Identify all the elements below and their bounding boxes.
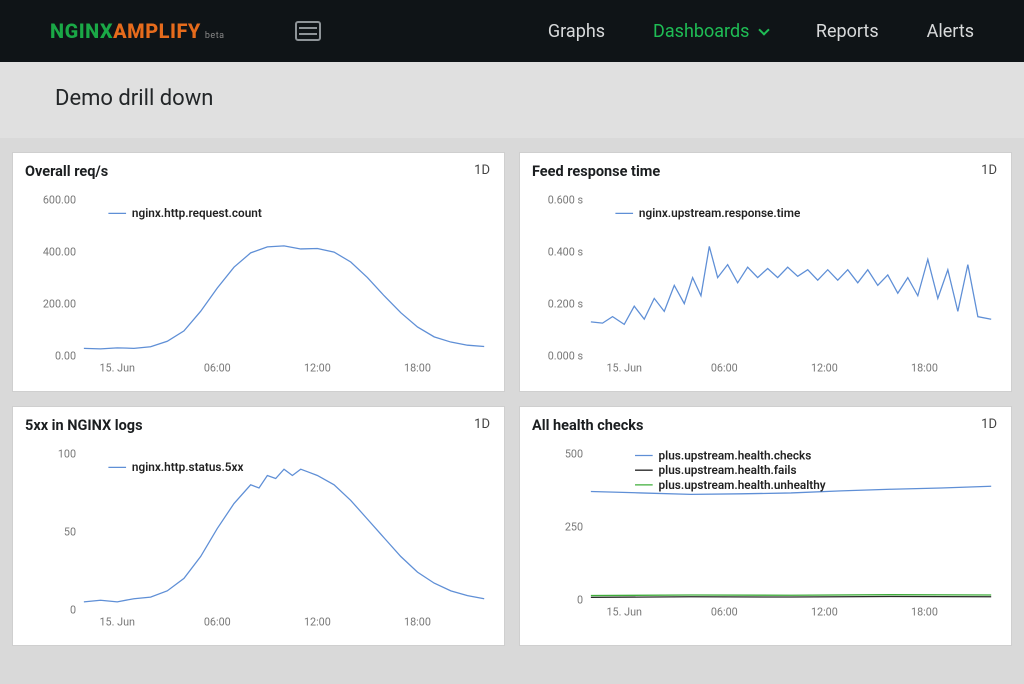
series-plus.upstream.health.fails [591,596,991,597]
svg-text:18:00: 18:00 [404,615,431,628]
timeframe-chip[interactable]: 1D [474,163,490,178]
svg-text:12:00: 12:00 [304,361,331,374]
nav-dashboards[interactable]: Dashboards [653,21,768,42]
brand-part1: NGINX [50,19,113,43]
svg-text:200.00: 200.00 [43,298,76,311]
timeframe-chip[interactable]: 1D [981,417,997,432]
brand-part2: AMPLIFY [113,19,201,43]
legend-label: plus.upstream.health.unhealthy [659,478,826,492]
brand-beta-badge: beta [205,31,225,41]
main-nav: Graphs Dashboards Reports Alerts [548,21,974,42]
svg-text:12:00: 12:00 [304,615,331,628]
svg-text:400.00: 400.00 [43,246,76,259]
series-plus.upstream.health.unhealthy [591,595,991,596]
nav-reports[interactable]: Reports [816,21,879,42]
svg-text:15. Jun: 15. Jun [606,605,642,618]
svg-text:0.200 s: 0.200 s [548,298,584,311]
svg-text:0.00: 0.00 [55,350,76,363]
chart-five_xx: 0 50 100 15. Jun 06:00 12:00 18:00 nginx.http.s… [25,434,494,639]
chart-feed_rt: 0.000 s 0.200 s 0.400 s 0.600 s 15. Jun 06:00… [532,180,1001,385]
svg-text:0: 0 [577,594,583,607]
svg-text:15. Jun: 15. Jun [99,615,135,628]
brand-logo: NGINX AMPLIFY beta [50,19,225,43]
card-feed-response-time: Feed response time1D 0.000 s 0.200 s 0.400 … [519,152,1012,392]
svg-text:06:00: 06:00 [711,361,738,374]
series-nginx.http.request.count [84,246,484,349]
dashboard-grid: Overall req/s1D0.00200.00400.00600.0015.… [0,138,1024,660]
svg-text:15. Jun: 15. Jun [606,361,642,374]
svg-text:18:00: 18:00 [911,605,938,618]
chart-title: Feed response time [532,163,1001,180]
svg-text:100: 100 [58,448,76,461]
svg-text:0.400 s: 0.400 s [548,246,584,259]
svg-text:0.600 s: 0.600 s [548,194,584,207]
chart-overall_req: 0.00 200.00 400.00 600.00 15. Jun 06:00 12:00 1… [25,180,494,385]
legend-label: nginx.http.request.count [132,206,262,220]
svg-text:250: 250 [565,521,583,534]
card-5xx-logs: 5xx in NGINX logs1D 0 50 100 15. Jun 06:00 12:… [12,406,505,646]
legend-label: nginx.http.status.5xx [132,460,244,474]
legend-label: plus.upstream.health.fails [659,463,797,477]
nav-alerts[interactable]: Alerts [927,21,974,42]
card-overall-req: Overall req/s1D 0.00 200.00 400.00 600.00 15.… [12,152,505,392]
series-nginx.http.status.5xx [84,469,484,602]
series-nginx.upstream.response.time [591,246,991,324]
card-health-checks: All health checks1D 0 250 500 15. Jun 06:00 12… [519,406,1012,646]
nav-dashboards-label: Dashboards [653,21,749,42]
svg-text:06:00: 06:00 [204,615,231,628]
chart-health: 0 250 500 15. Jun 06:00 12:00 18:00 plus.upstre… [532,434,1001,629]
svg-text:18:00: 18:00 [404,361,431,374]
svg-text:15. Jun: 15. Jun [99,361,135,374]
svg-text:50: 50 [64,526,76,539]
topbar: NGINX AMPLIFY beta Graphs Dashboards Rep… [0,0,1024,62]
chart-title: Overall req/s [25,163,494,180]
svg-text:06:00: 06:00 [711,605,738,618]
svg-text:18:00: 18:00 [911,361,938,374]
chevron-down-icon [758,24,769,35]
nav-graphs[interactable]: Graphs [548,21,605,42]
servers-icon[interactable] [295,21,321,41]
chart-title: 5xx in NGINX logs [25,417,494,434]
svg-text:600.00: 600.00 [43,194,76,207]
timeframe-chip[interactable]: 1D [474,417,490,432]
svg-text:0: 0 [70,604,76,617]
svg-text:06:00: 06:00 [204,361,231,374]
svg-text:12:00: 12:00 [811,361,838,374]
svg-text:500: 500 [565,447,583,460]
svg-text:12:00: 12:00 [811,605,838,618]
legend-label: plus.upstream.health.checks [659,448,812,462]
chart-title: All health checks [532,417,1001,434]
legend-label: nginx.upstream.response.time [639,206,800,220]
page-title: Demo drill down [0,62,1024,138]
timeframe-chip[interactable]: 1D [981,163,997,178]
svg-text:0.000 s: 0.000 s [548,350,584,363]
